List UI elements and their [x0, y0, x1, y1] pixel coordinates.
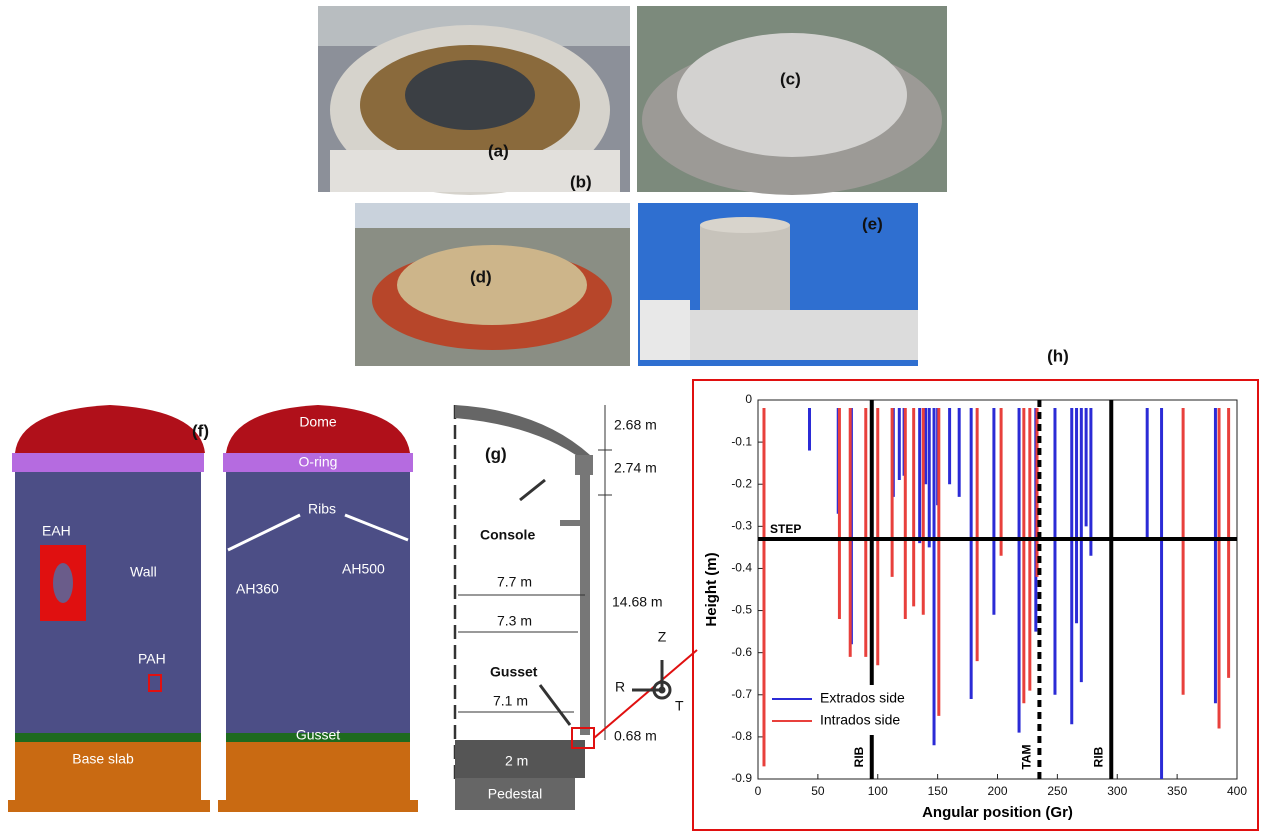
part-label: AH360 — [236, 581, 279, 597]
dimension: 7.1 m — [493, 693, 528, 709]
part-label: PAH — [138, 651, 166, 667]
x-tick-label: 0 — [755, 784, 762, 798]
dimension: 0.68 m — [614, 728, 657, 744]
figure: (a) (b) (c) (d) (e) (f) Dome O-ring Ribs… — [0, 0, 1261, 833]
part-label: Pedestal — [488, 786, 542, 802]
x-axis-label: Angular position (Gr) — [922, 804, 1073, 821]
diagram-g: (g) 2.68 m 2.74 m 14.68 m 7.7 m 7.3 m 7.… — [455, 405, 697, 810]
y-tick-label: 0 — [745, 392, 752, 406]
y-tick-label: -0.7 — [731, 687, 752, 701]
y-tick-label: -0.5 — [731, 603, 752, 617]
diagram-f: (f) Dome O-ring Ribs EAH Wall AH360 AH50… — [8, 405, 418, 812]
chart: 0 50 100 150 200 250 300 350 400 0 -0.1 -0.2 -0.3 -0.… — [703, 392, 1247, 821]
dimension: 14.68 m — [612, 594, 663, 610]
axis-label: T — [675, 698, 684, 714]
y-tick-label: -0.1 — [731, 434, 752, 448]
part-label: Gusset — [490, 664, 538, 680]
dimension: 2.74 m — [614, 460, 657, 476]
part-label: Gusset — [296, 727, 340, 743]
part-label: Ribs — [308, 501, 336, 517]
x-tick-label: 100 — [868, 784, 888, 798]
photo-label: (d) — [470, 267, 492, 286]
photo-a-b: (a) (b) — [318, 6, 630, 195]
x-tick-label: 350 — [1167, 784, 1187, 798]
y-tick-label: -0.2 — [731, 476, 752, 490]
x-tick-label: 400 — [1227, 784, 1247, 798]
photo-label: (c) — [780, 69, 801, 88]
panel-label: (g) — [485, 444, 507, 463]
axis-label: Z — [658, 629, 667, 645]
y-tick-label: -0.3 — [731, 519, 752, 533]
page: { "photos": {"labels": ["(a)", "(b)", "(… — [0, 0, 1261, 833]
x-tick-label: 50 — [811, 784, 825, 798]
part-label: Dome — [299, 414, 337, 430]
part-label: Base slab — [72, 751, 134, 767]
dimension: 7.7 m — [497, 574, 532, 590]
x-tick-label: 250 — [1047, 784, 1067, 798]
part-label: Console — [480, 527, 535, 543]
y-axis-label: Height (m) — [703, 552, 720, 626]
dimension: 2.68 m — [614, 417, 657, 433]
y-tick-label: -0.8 — [731, 729, 752, 743]
part-label: EAH — [42, 523, 71, 539]
part-label: Wall — [130, 564, 157, 580]
y-tick-label: -0.9 — [731, 771, 752, 785]
reference-label: STEP — [770, 522, 801, 536]
x-tick-label: 150 — [928, 784, 948, 798]
y-tick-label: -0.4 — [731, 561, 752, 575]
dimension: 2 m — [505, 753, 528, 769]
x-tick-label: 200 — [987, 784, 1007, 798]
photo-d: (d) — [355, 203, 630, 366]
panel-label: (f) — [192, 421, 209, 440]
x-tick-label: 300 — [1107, 784, 1127, 798]
photo-label: (e) — [862, 214, 883, 233]
legend-label: Extrados side — [820, 690, 905, 706]
part-label: O-ring — [299, 454, 338, 470]
legend-label: Intrados side — [820, 712, 900, 728]
dimension: 7.3 m — [497, 613, 532, 629]
reference-label: RIB — [852, 746, 866, 767]
reference-label: RIB — [1091, 746, 1105, 767]
axis-label: R — [615, 679, 625, 695]
photo-label: (b) — [570, 172, 592, 191]
part-label: AH500 — [342, 561, 385, 577]
chart-title: (h) — [1047, 346, 1069, 365]
reference-label: TAM — [1020, 744, 1034, 769]
photo-label: (a) — [488, 141, 509, 160]
y-tick-label: -0.6 — [731, 645, 752, 659]
photo-c: (c) — [637, 6, 947, 195]
photo-e: (e) — [638, 203, 918, 366]
